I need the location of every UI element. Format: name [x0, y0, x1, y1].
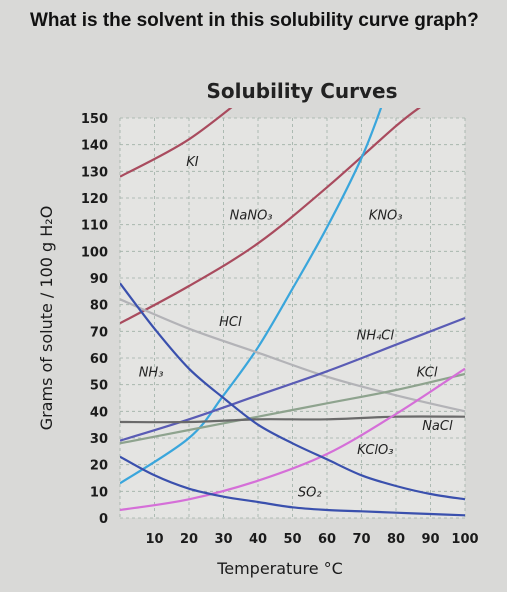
series-label-3: HCl [219, 315, 242, 330]
x-axis-title: Temperature °C [216, 559, 343, 578]
series-line-6 [120, 415, 466, 424]
chart-series-labels: KI NaNO₃ KNO₃ HCl NH₄Cl KCl NaCl KClO₃ NH₃ SO₂ [139, 155, 453, 501]
series-line-2 [120, 108, 383, 485]
x-tick-label: 40 [249, 532, 267, 547]
y-tick-label: 120 [81, 192, 108, 207]
series-line-3 [120, 298, 466, 413]
series-line-8 [120, 282, 466, 501]
y-tick-label: 70 [90, 325, 108, 340]
x-tick-label: 30 [214, 532, 232, 547]
x-tick-label: 100 [451, 532, 478, 547]
series-label-6: NaCl [422, 419, 453, 434]
y-tick-label: 130 [81, 165, 108, 180]
chart-title: Solubility Curves [207, 79, 398, 103]
series-label-7: KClO₃ [357, 443, 393, 458]
x-tick-label: 50 [283, 532, 301, 547]
y-tick-label: 150 [81, 112, 108, 127]
y-tick-label: 0 [99, 512, 108, 527]
y-tick-label: 90 [90, 272, 108, 287]
series-line-5 [120, 372, 466, 445]
series-line-7 [120, 367, 466, 512]
series-label-2: KNO₃ [369, 208, 403, 223]
y-axis-title: Grams of solute / 100 g H₂O [37, 206, 56, 431]
y-tick-label: 10 [90, 485, 108, 500]
x-tick-label: 20 [180, 532, 198, 547]
y-tick-label: 30 [90, 432, 108, 447]
x-tick-labels: 10 20 30 40 50 60 70 80 90 100 [145, 532, 478, 547]
y-tick-label: 20 [90, 459, 108, 474]
x-tick-label: 60 [318, 532, 336, 547]
x-tick-label: 70 [352, 532, 370, 547]
series-line-9 [120, 455, 466, 517]
y-tick-label: 40 [90, 405, 108, 420]
y-tick-label: 60 [90, 352, 108, 367]
series-line-1 [120, 108, 421, 325]
series-line-0 [120, 108, 233, 178]
y-tick-label: 80 [90, 299, 108, 314]
y-tick-label: 100 [81, 245, 108, 260]
chart-series [120, 108, 466, 517]
series-label-9: SO₂ [298, 486, 322, 501]
x-tick-label: 90 [421, 532, 439, 547]
series-label-8: NH₃ [139, 366, 164, 381]
chart-grid [119, 117, 466, 519]
x-tick-label: 10 [145, 532, 163, 547]
series-label-0: KI [186, 155, 199, 170]
series-label-5: KCl [417, 366, 438, 381]
y-tick-label: 110 [81, 219, 108, 234]
y-tick-label: 50 [90, 379, 108, 394]
series-label-1: NaNO₃ [230, 208, 273, 223]
y-tick-label: 140 [81, 139, 108, 154]
question-text: What is the solvent in this solubility c… [30, 10, 479, 31]
y-tick-labels: 0 10 20 30 40 50 60 70 80 90 100 110 120 130 140 150 [81, 112, 108, 527]
x-tick-label: 80 [387, 532, 405, 547]
series-label-4: NH₄Cl [357, 328, 395, 343]
